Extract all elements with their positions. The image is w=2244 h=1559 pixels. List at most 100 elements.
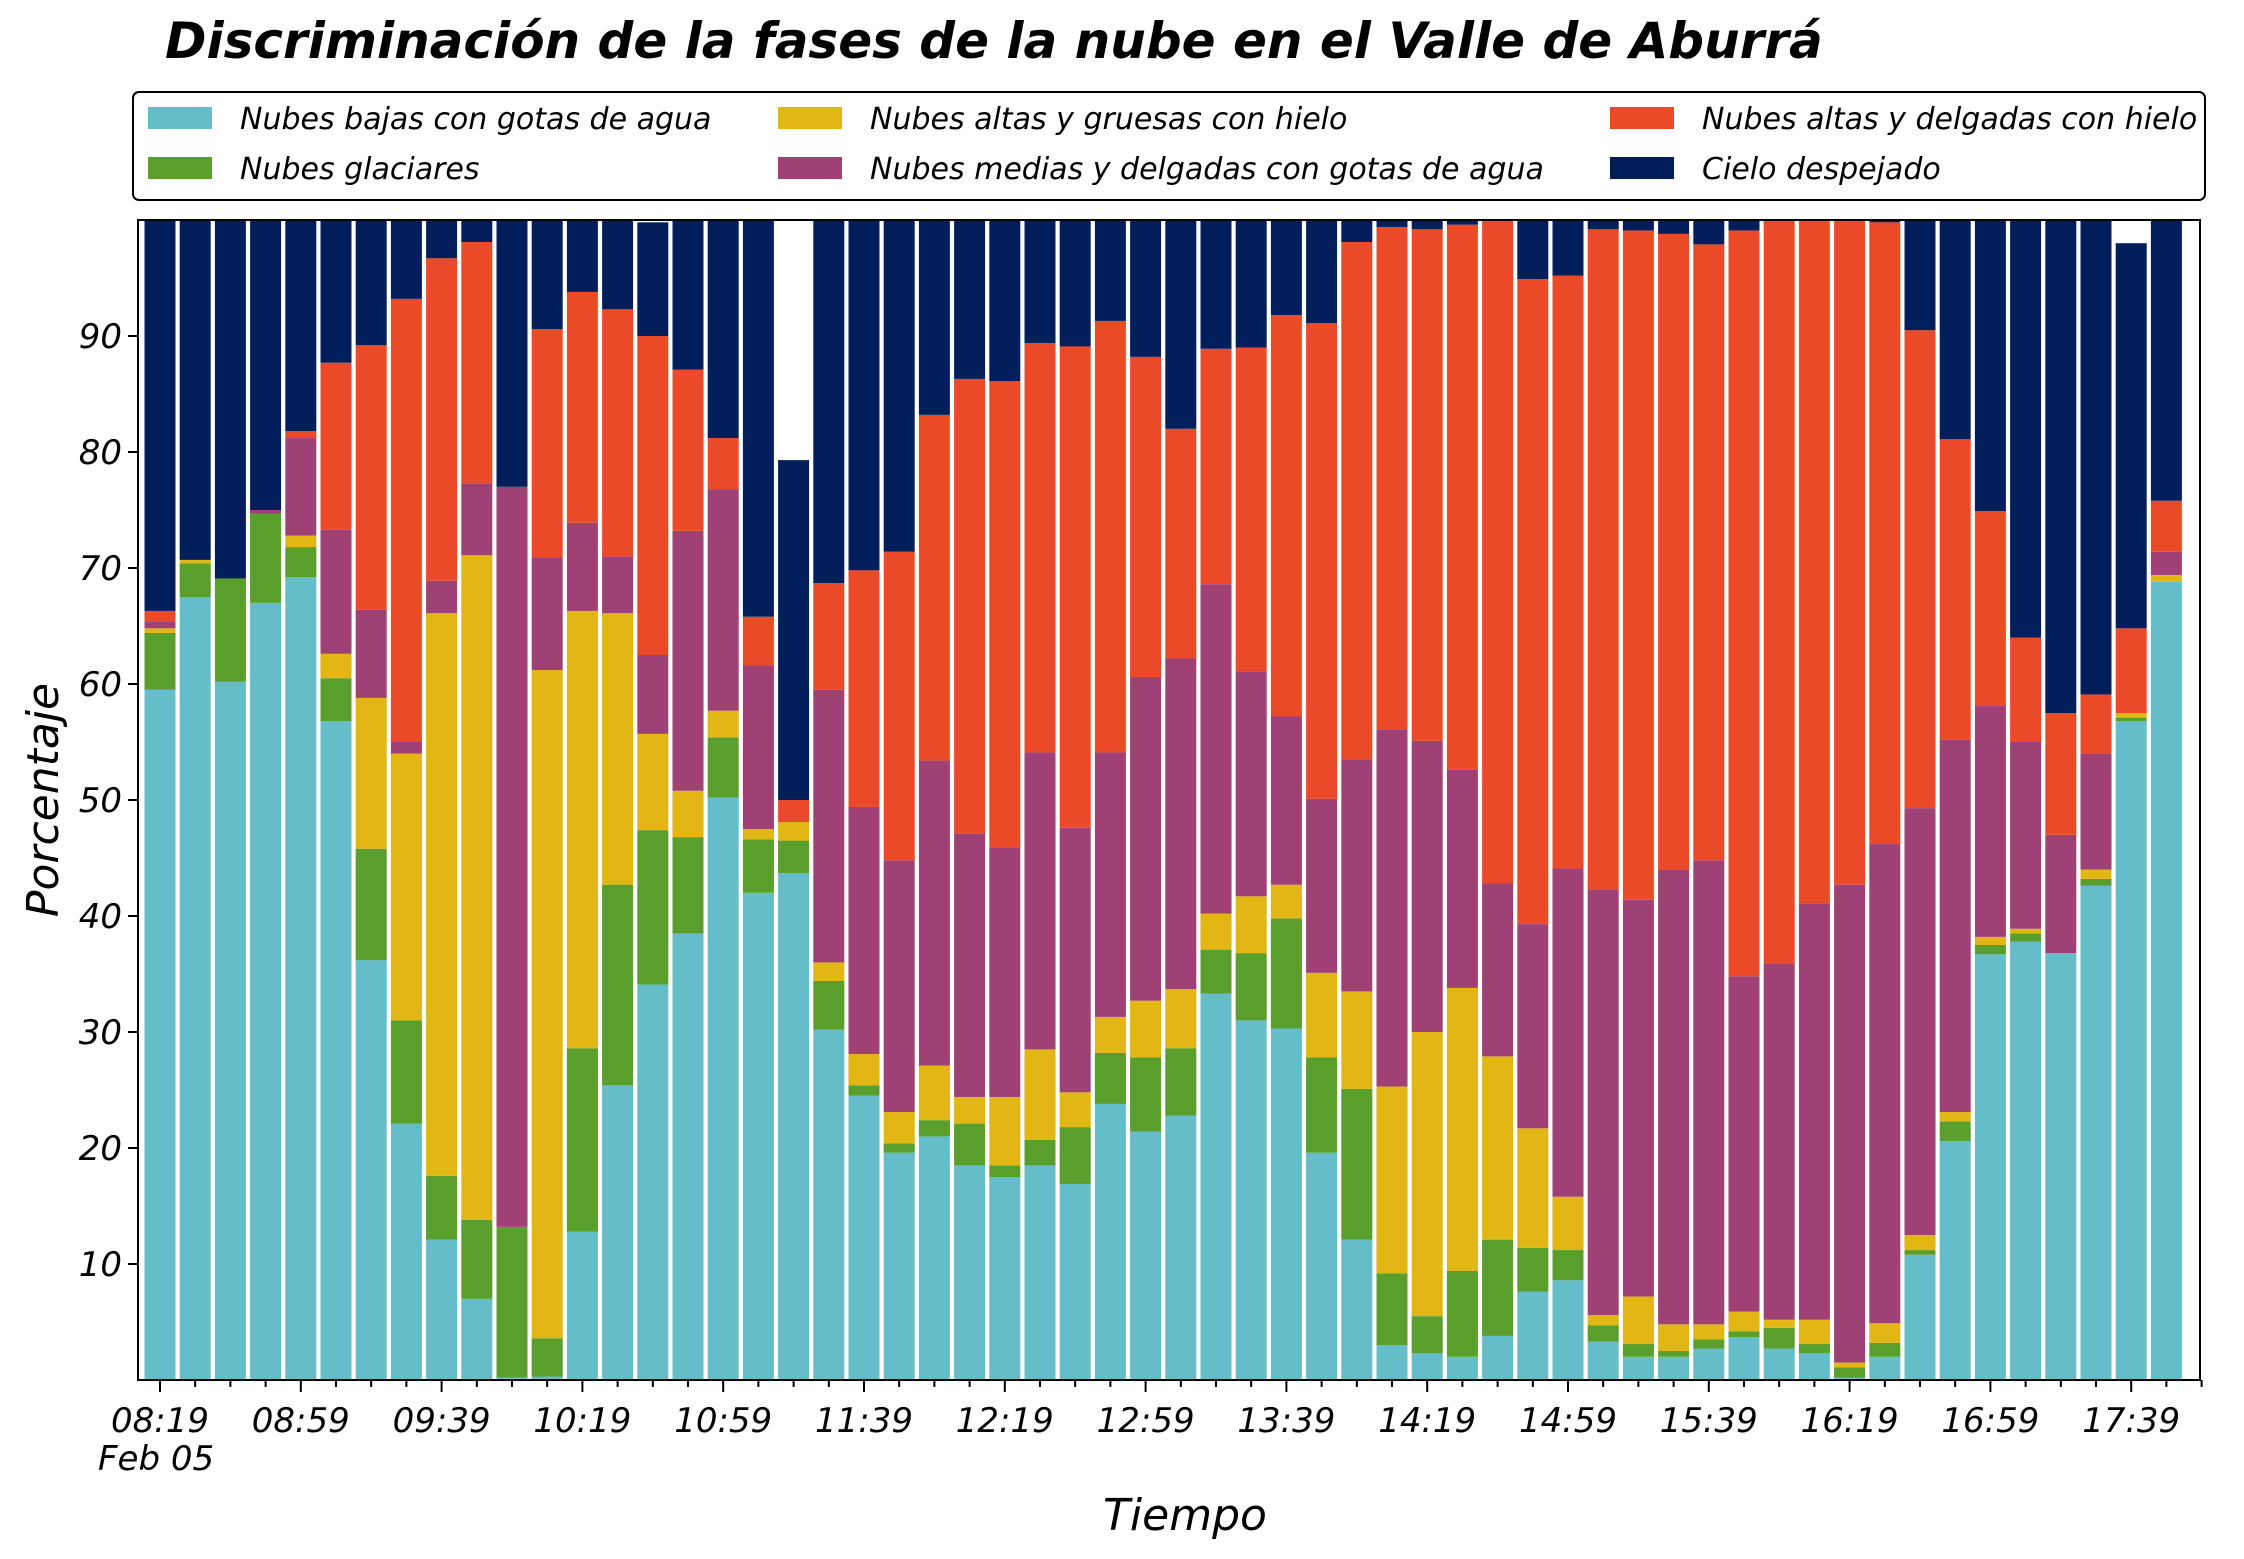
bar-segment-4-46 [1763,220,1795,964]
bar-segment-3-34 [1341,759,1373,992]
bar-segment-0-51 [1939,1141,1971,1380]
bar-segment-1-8 [426,1175,458,1240]
bar-segment-0-6 [355,960,387,1380]
bar-segment-2-41 [1587,1315,1619,1326]
bar-segment-0-42 [1622,1356,1654,1380]
bar-segment-5-27 [1094,220,1126,321]
x-tick-label-16-19: 16:19 [1801,1401,1899,1441]
bar-segment-1-44 [1693,1339,1725,1349]
bar-segment-2-1 [179,559,211,564]
bar-segment-0-56 [2115,721,2147,1380]
bar-segment-4-57 [2150,500,2182,552]
bar-segment-0-41 [1587,1341,1619,1380]
bar-segment-5-24 [989,220,1021,382]
bar-segment-4-16 [707,438,739,490]
legend-label-3: Nubes medias y delgadas con gotas de agu… [870,152,1544,187]
bar-segment-2-39 [1517,1128,1549,1248]
bar-segment-0-1 [179,597,211,1380]
bar-segment-3-20 [848,806,880,1055]
bar-segment-4-24 [989,381,1021,848]
bar-segment-1-45 [1728,1331,1760,1338]
bar-segment-4-22 [918,414,950,761]
bar-segment-2-40 [1552,1196,1584,1251]
bar-segment-1-52 [1974,945,2006,955]
bar-segment-2-50 [1904,1235,1936,1251]
bar-segment-5-9 [461,220,493,243]
bar-segment-4-0 [144,610,176,622]
bar-segment-4-50 [1904,330,1936,809]
bar-segment-4-25 [1024,342,1056,753]
y-tick-label-90: 90 [79,317,122,357]
bar-segment-0-57 [2150,581,2182,1380]
bar-segment-2-18 [778,822,810,841]
bar-segment-4-38 [1482,220,1514,884]
bar-segment-5-49 [1869,220,1901,223]
bar-segment-3-25 [1024,752,1056,1050]
bar-segment-5-18 [778,460,810,800]
bar-segment-1-33 [1306,1057,1338,1153]
bar-segment-2-42 [1622,1296,1654,1345]
bar-segment-0-35 [1376,1345,1408,1380]
bar-segment-4-44 [1693,244,1725,861]
bar-segment-5-33 [1306,220,1338,324]
bar-segment-4-40 [1552,275,1584,869]
bar-segment-3-36 [1411,740,1443,1032]
bar-segment-4-31 [1235,347,1267,672]
y-tick-label-80: 80 [79,433,122,473]
bar-segment-3-40 [1552,868,1584,1197]
bar-segment-4-36 [1411,229,1443,741]
bar-segment-2-33 [1306,972,1338,1058]
bar-segment-2-45 [1728,1311,1760,1332]
bar-segment-0-52 [1974,954,2006,1380]
bar-segment-2-11 [531,670,563,1339]
x-tick-label-14-59: 14:59 [1519,1401,1617,1441]
bar-segment-2-20 [848,1054,880,1086]
bar-segment-1-23 [954,1123,986,1166]
bar-segment-1-27 [1094,1052,1126,1104]
bar-segment-5-44 [1693,220,1725,245]
bar-segment-4-8 [426,258,458,581]
bar-segment-3-32 [1270,716,1302,885]
bar-segment-3-23 [954,833,986,1097]
x-axis: 08:19 08:59 09:39 10:19 10:59 11:39 12:19 12:59… [111,1380,2203,1441]
bar-segment-1-20 [848,1085,880,1096]
bar-segment-2-4 [285,535,317,548]
bar-segment-5-29 [1165,220,1197,429]
bar-segment-5-3 [250,220,282,510]
bar-segment-2-49 [1869,1323,1901,1343]
legend: Nubes bajas con gotas de agua Nubes glaci… [132,91,2206,201]
bar-segment-0-36 [1411,1353,1443,1380]
bar-segment-0-12 [566,1231,598,1380]
bar-segment-0-45 [1728,1337,1760,1380]
x-tick-label-08-19: 08:19 [111,1401,209,1441]
bar-segment-2-14 [637,733,669,831]
bar-segment-3-10 [496,486,528,1227]
bar-segment-4-15 [672,369,704,531]
bar-segment-2-25 [1024,1049,1056,1140]
bar-segment-5-13 [602,220,634,310]
bar-segment-1-55 [2080,878,2112,886]
bar-segment-5-34 [1341,220,1373,243]
bar-segment-2-8 [426,613,458,1176]
bar-segment-4-55 [2080,694,2112,754]
bar-segment-5-42 [1622,220,1654,231]
bar-segment-5-10 [496,220,528,487]
bar-segment-1-11 [531,1338,563,1377]
bar-segment-0-39 [1517,1291,1549,1380]
bar-segment-0-33 [1306,1152,1338,1380]
bar-segment-3-45 [1728,976,1760,1312]
bar-segment-1-24 [989,1165,1021,1177]
bar-segment-1-19 [813,980,845,1030]
bar-segment-3-47 [1798,903,1830,1320]
bar-segment-2-57 [2150,574,2182,582]
bar-segment-2-36 [1411,1032,1443,1317]
bar-segment-3-46 [1763,963,1795,1320]
bar-segment-3-57 [2150,551,2182,575]
bar-segment-0-19 [813,1029,845,1380]
bar-segment-0-9 [461,1298,493,1380]
bar-segment-1-49 [1869,1342,1901,1357]
bar-segment-0-14 [637,984,669,1380]
bar-segment-1-38 [1482,1239,1514,1336]
bar-segment-4-54 [2045,713,2077,835]
